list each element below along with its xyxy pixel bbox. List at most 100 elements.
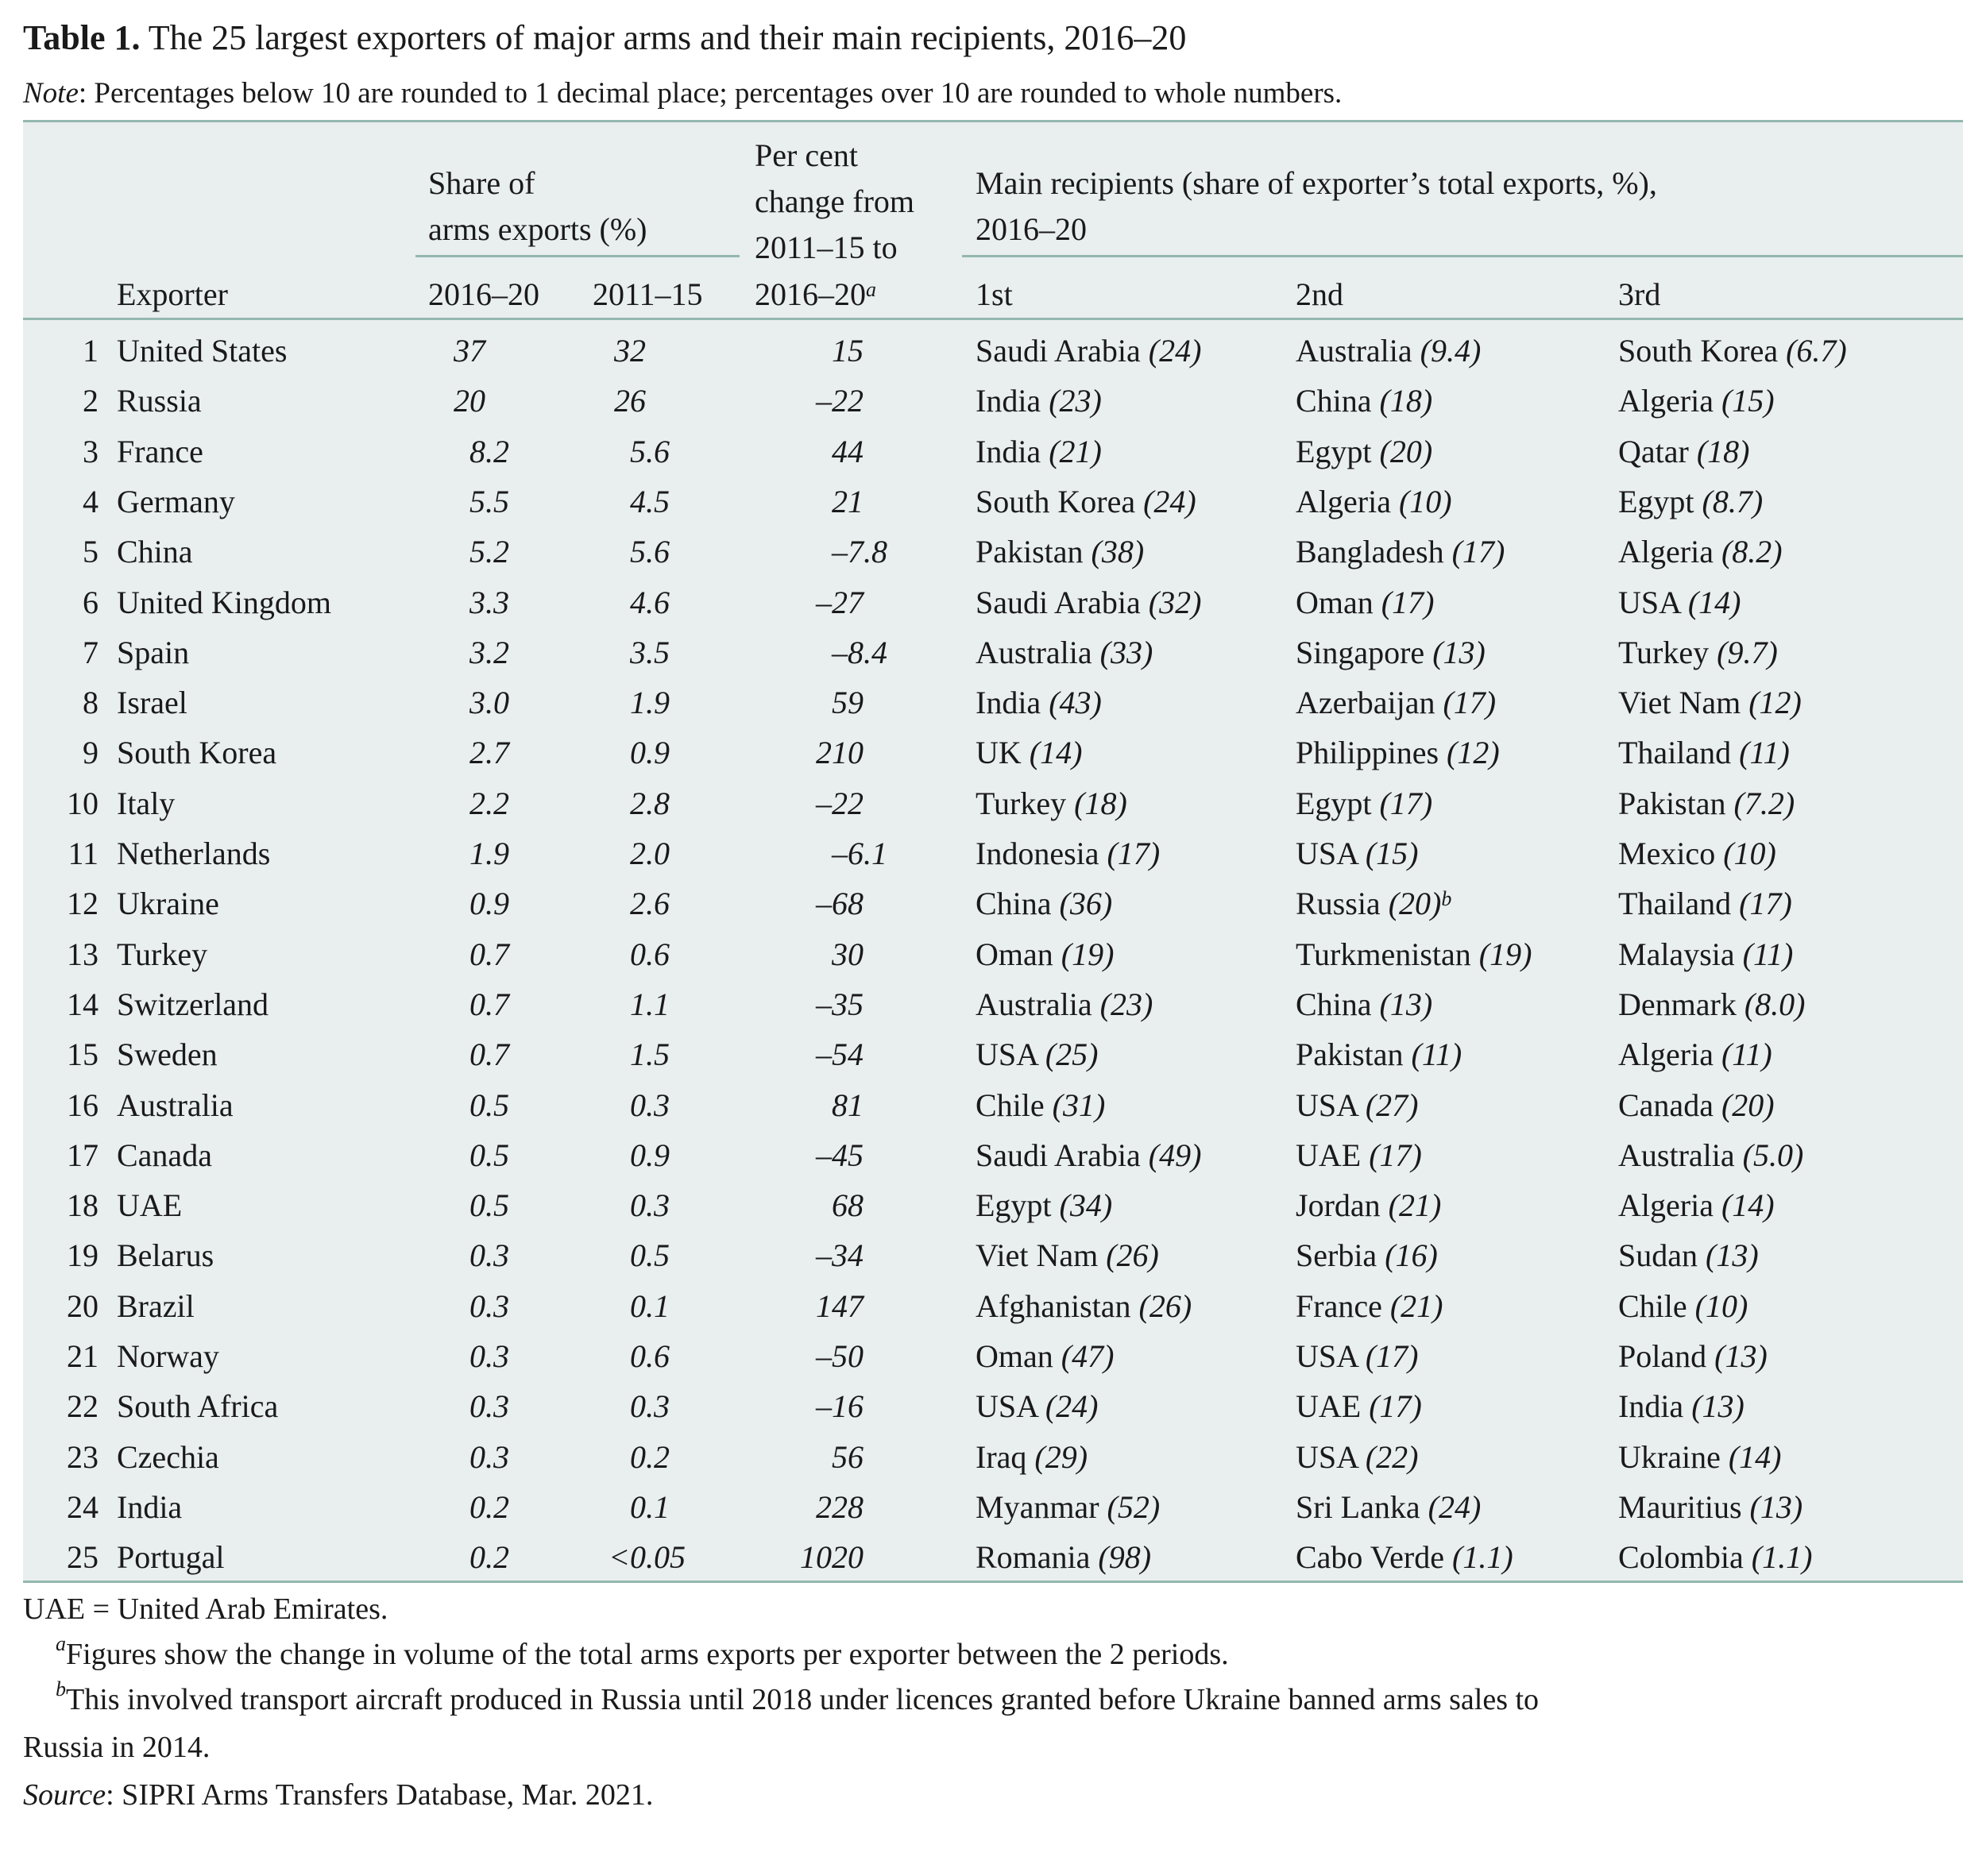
recipient-2nd-country: Bangladesh [1296, 534, 1444, 569]
recipient-2nd-country: Turkmenistan [1296, 936, 1471, 972]
header-share-line2: arms exports (%) [428, 211, 647, 247]
recipient-1st-paren-open: ( [1098, 1539, 1109, 1575]
recipient-2nd-paren-close: ) [1411, 1388, 1422, 1424]
footnote-a: aFigures show the change in volume of th… [56, 1632, 1229, 1672]
recipient-1st-paren-close: ) [1148, 1237, 1159, 1273]
recipient-3rd-share: 11 [1732, 1036, 1762, 1072]
recipient-3rd-country: Thailand [1618, 886, 1732, 921]
recipient-2nd-country: USA [1296, 1087, 1358, 1123]
footnote-a-text: Figures show the change in volume of the… [66, 1638, 1229, 1671]
recipient-1st: Indonesia (17) [976, 830, 1160, 878]
share-2016-20: 20 [454, 383, 485, 419]
recipient-1st-country: Iraq [976, 1439, 1027, 1475]
recipient-1st: Oman (19) [976, 931, 1114, 979]
percent-change: –7.8 [832, 534, 887, 569]
share-2011-15: 2.0 [630, 836, 670, 871]
share-2016-20: 5.2 [469, 534, 509, 569]
recipient-3rd-paren-close: ) [1771, 1439, 1782, 1475]
recipient-2nd-share: 20 [1399, 886, 1432, 921]
recipient-1st: Romania (98) [976, 1534, 1151, 1581]
rank-number: 8 [83, 685, 99, 720]
recipient-3rd-country: Chile [1618, 1288, 1687, 1324]
recipient-2nd: Pakistan (11) [1296, 1031, 1462, 1079]
recipient-3rd-share: 14 [1732, 1187, 1764, 1223]
recipient-1st-share: 49 [1159, 1137, 1192, 1173]
recipient-3rd-share: 14 [1698, 585, 1731, 620]
recipient-2nd-paren-open: ( [1379, 986, 1390, 1022]
exporter-name: Russia [117, 383, 202, 419]
rank-number: 19 [67, 1237, 99, 1273]
exporter-name: Israel [117, 685, 187, 720]
exporter-name: Italy [117, 786, 176, 821]
share-2011-15: 0.9 [630, 735, 670, 770]
recipient-2nd-paren-close: ) [1489, 735, 1500, 770]
recipient-2nd: Jordan (21) [1296, 1182, 1441, 1229]
rank-number: 1 [83, 333, 99, 369]
recipient-2nd-paren-open: ( [1379, 383, 1390, 419]
recipient-3rd-paren-open: ( [1721, 383, 1733, 419]
recipient-2nd-share: 11 [1421, 1036, 1451, 1072]
recipient-2nd-country: Algeria [1296, 484, 1391, 519]
recipient-3rd-share: 6.7 [1796, 333, 1837, 369]
recipient-3rd-paren-open: ( [1733, 786, 1745, 821]
recipient-2nd-share: 17 [1392, 585, 1424, 620]
recipient-1st-paren-close: ) [1095, 1087, 1106, 1123]
recipient-1st-paren-close: ) [1101, 886, 1113, 921]
recipient-2nd: UAE (17) [1296, 1383, 1422, 1430]
rank-number: 18 [67, 1187, 99, 1223]
recipient-1st-country: Saudi Arabia [976, 585, 1141, 620]
rank-number: 4 [83, 484, 99, 519]
rank-number: 15 [67, 1036, 99, 1072]
recipient-3rd: Ukraine (14) [1618, 1434, 1781, 1481]
rank-number: 25 [67, 1539, 99, 1575]
recipient-3rd-country: Australia [1618, 1137, 1735, 1173]
recipient-1st-share: 19 [1072, 936, 1104, 972]
share-2011-15: 2.8 [630, 786, 670, 821]
percent-change: 81 [832, 1087, 864, 1123]
recipient-3rd: Algeria (14) [1618, 1182, 1775, 1229]
recipient-1st-country: Australia [976, 986, 1092, 1022]
recipient-3rd: India (13) [1618, 1383, 1745, 1430]
recipient-3rd-share: 13 [1702, 1388, 1734, 1424]
recipient-1st: UK (14) [976, 729, 1082, 777]
recipient-2nd-paren-close: ) [1421, 434, 1433, 469]
recipient-2nd-country: Cabo Verde [1296, 1539, 1444, 1575]
recipient-2nd-country: USA [1296, 1338, 1358, 1374]
recipient-3rd-country: Mauritius [1618, 1489, 1742, 1525]
recipient-1st-paren-open: ( [1091, 534, 1102, 569]
share-2016-20: 0.3 [469, 1338, 509, 1374]
percent-change: 147 [816, 1288, 864, 1324]
exporter-name: UAE [117, 1187, 183, 1223]
recipient-1st-paren-open: ( [1059, 1187, 1070, 1223]
recipient-1st: South Korea (24) [976, 478, 1196, 526]
recipient-3rd-paren-close: ) [1781, 886, 1792, 921]
recipient-3rd-share: 20 [1732, 1087, 1764, 1123]
percent-change: –6.1 [832, 836, 887, 871]
exporter-name: Netherlands [117, 836, 271, 871]
recipient-1st-paren-open: ( [1107, 836, 1118, 871]
recipient-3rd-share: 12 [1759, 685, 1791, 720]
exporter-name: Norway [117, 1338, 219, 1374]
recipient-3rd-paren-open: ( [1742, 936, 1753, 972]
recipient-3rd-paren-close: ) [1737, 1288, 1748, 1324]
footnote-a-ref: a [866, 278, 876, 301]
recipient-1st-country: India [976, 685, 1041, 720]
recipient-1st-share: 23 [1059, 383, 1092, 419]
recipient-3rd-share: 10 [1733, 836, 1766, 871]
recipient-1st-paren-open: ( [1106, 1237, 1117, 1273]
recipient-3rd-country: South Korea [1618, 333, 1779, 369]
exporter-name: Australia [117, 1087, 234, 1123]
recipient-2nd-paren-open: ( [1428, 1489, 1439, 1525]
recipient-1st-paren-close: ) [1116, 786, 1127, 821]
recipient-3rd: Poland (13) [1618, 1333, 1768, 1380]
recipient-1st-share: 33 [1110, 635, 1142, 670]
exporter-name: Turkey [117, 936, 208, 972]
share-group-rule [415, 255, 740, 257]
recipient-2nd-share: 22 [1376, 1439, 1408, 1475]
recipient-1st-paren-close: ) [1091, 434, 1102, 469]
recipient-1st-share: 52 [1117, 1489, 1149, 1525]
recipient-3rd-country: Mexico [1618, 836, 1716, 871]
recipient-2nd-share: 17 [1376, 1338, 1408, 1374]
recipient-3rd: Viet Nam (12) [1618, 679, 1802, 727]
exporter-name: United Kingdom [117, 585, 331, 620]
